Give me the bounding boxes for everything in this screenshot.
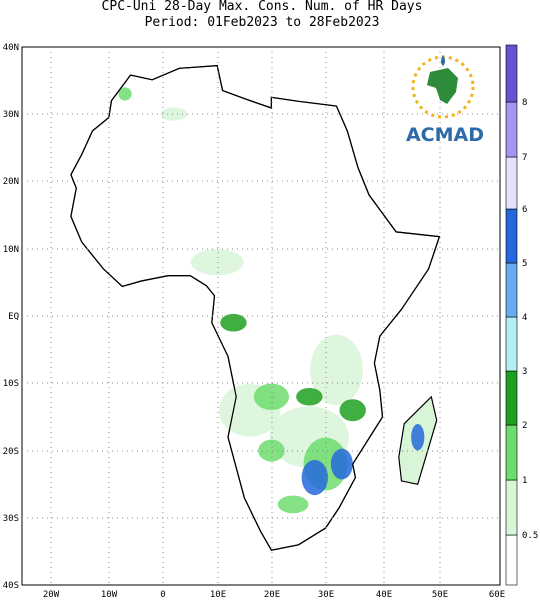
lon-label: 20E	[264, 590, 280, 600]
lat-label: EQ	[8, 312, 19, 322]
colorbar-segment	[505, 156, 518, 210]
rain-area	[190, 248, 244, 276]
rain-area	[310, 334, 363, 406]
colorbar-segment	[505, 316, 518, 372]
lat-label: 20S	[3, 447, 19, 457]
colorbar-segment	[505, 262, 518, 318]
subtitle: Period: 01Feb2023 to 28Feb2023	[145, 15, 380, 30]
lon-label: 30E	[318, 590, 334, 600]
rain-area	[258, 439, 285, 462]
colorbar-label: 2	[522, 421, 527, 431]
colorbar-segment	[505, 534, 518, 586]
lat-label: 30N	[3, 110, 19, 120]
rain-area	[339, 399, 366, 422]
lat-label: 10N	[3, 245, 19, 255]
colorbar-label: 3	[522, 367, 527, 377]
rain-area	[118, 87, 132, 101]
lon-label: 10E	[210, 590, 226, 600]
title: CPC-Uni 28-Day Max. Cons. Num. of HR Day…	[102, 0, 423, 14]
lat-label: 30S	[3, 514, 19, 524]
colorbar-segment	[505, 44, 518, 103]
lon-label: 0	[160, 590, 165, 600]
lon-label: 60E	[489, 590, 505, 600]
lon-label: 40E	[376, 590, 392, 600]
lon-label: 50E	[432, 590, 448, 600]
lat-label: 40S	[3, 581, 19, 591]
rain-area	[296, 387, 323, 406]
colorbar-label: 5	[522, 259, 527, 269]
rain-area	[253, 383, 289, 410]
colorbar-segment	[505, 370, 518, 426]
colorbar-label: 6	[522, 205, 527, 215]
colorbar-label: 0.5	[522, 531, 538, 541]
logo-text: ACMAD	[406, 124, 484, 146]
lat-label: 40N	[3, 43, 19, 53]
rain-area	[330, 448, 353, 480]
colorbar-segment	[505, 479, 518, 536]
colorbar-label: 7	[522, 153, 527, 163]
rain-area	[160, 107, 188, 121]
colorbar-segment	[505, 424, 518, 481]
colorbar-label: 4	[522, 313, 527, 323]
map-layer	[22, 47, 500, 585]
lat-label: 20N	[3, 177, 19, 187]
colorbar-segment	[505, 101, 518, 158]
logo: ACMAD	[406, 55, 484, 146]
rain-area	[277, 495, 309, 514]
colorbar-label: 8	[522, 98, 527, 108]
rain-area	[301, 459, 328, 496]
rain-area	[220, 313, 247, 332]
lon-label: 10W	[101, 590, 118, 600]
colorbar-segment	[505, 208, 518, 264]
colorbar-label: 1	[522, 476, 527, 486]
colorbar: 0.5 1 2 3 4 5 6 7 8	[505, 44, 538, 586]
lon-label: 20W	[43, 590, 60, 600]
lat-label: 10S	[3, 379, 19, 389]
coastline	[70, 64, 441, 551]
rain-area	[411, 423, 425, 451]
